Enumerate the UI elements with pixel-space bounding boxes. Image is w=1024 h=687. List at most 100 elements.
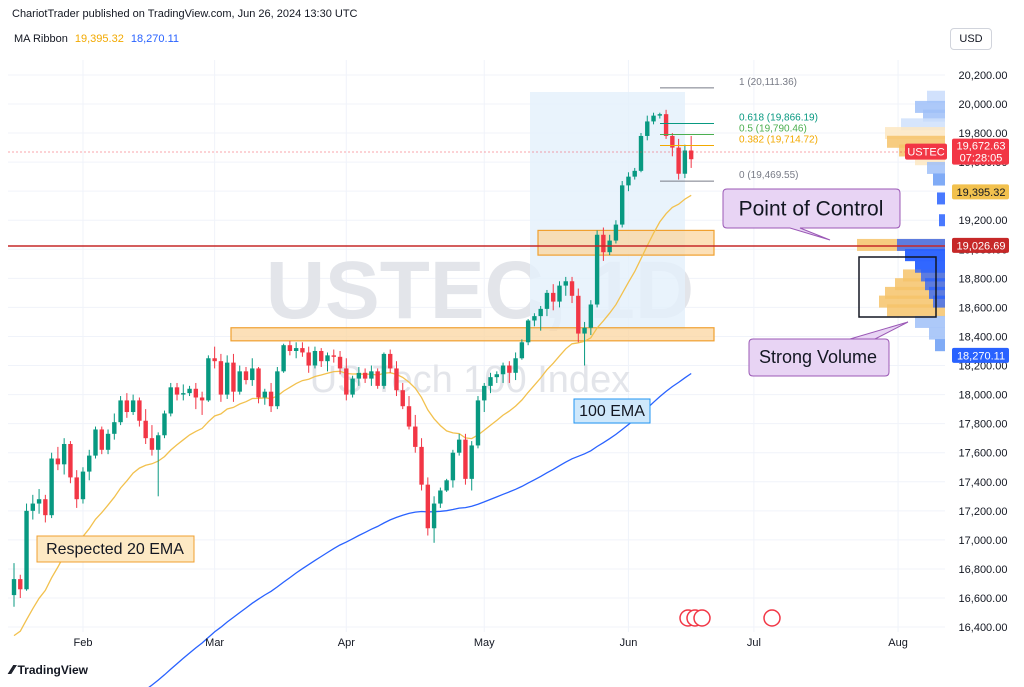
time-axis[interactable]: Feb Mar Apr May Jun Jul Aug [73,637,907,649]
volume-bar [887,304,945,317]
candle-body [651,115,656,122]
volume-bar [915,315,945,328]
brand-name: TradingView [17,662,88,677]
indicator-value-ma20: 19,395.32 [74,33,124,45]
volume-bar [937,192,945,205]
ema20-callout: Respected 20 EMA [36,535,195,563]
volume-bar [927,161,945,174]
event-icons[interactable] [679,609,781,627]
candle-body [237,371,242,392]
candle-body [588,304,594,328]
candle-body [43,499,48,516]
candle-body [55,458,61,465]
candle-body [645,121,650,136]
candle-body [256,368,261,398]
x-tick-label: May [474,637,495,649]
candle-body [61,443,67,465]
y-tick-label: 17,200.00 [959,506,1008,518]
candle-body [319,351,324,362]
candle-body [325,355,330,362]
candle-body [118,400,123,423]
y-tick-label: 20,200.00 [959,70,1008,82]
candle-body [500,365,506,375]
candle-body [30,503,36,511]
candle-body [688,150,694,160]
candle-body [450,452,456,481]
candle-body [626,176,631,186]
candle-body [105,433,111,450]
candle-body [262,391,267,398]
ma100-tag-text: 18,270.11 [957,350,1005,362]
upper-zone [537,229,715,256]
ma20-tag-box [952,184,1009,200]
candle-body [425,484,431,529]
candle-body [456,439,462,453]
candle-body [24,510,29,590]
fib-label: 0.5 (19,790.46) [739,123,807,134]
candle-body [293,348,299,351]
candle-body [362,372,368,379]
candle-body [563,281,568,286]
candle-body [419,446,424,485]
candle-body [300,348,305,353]
candle-body [482,385,487,401]
candle-body [569,281,575,296]
candle-body [49,458,54,516]
volume-bar [929,327,945,340]
us-flag-icon[interactable] [693,609,711,627]
ema100-label: 100 EMA [579,403,645,420]
footer-brand: ⁄⁄⁄ TradingView [10,662,88,677]
candle-body [469,445,474,479]
fib-label: 0.618 (19,866.19) [739,112,818,123]
candle-body [676,147,681,174]
strong-volume-box [858,256,937,318]
tradingview-logo-icon: ⁄⁄⁄ [10,662,14,677]
fib-highlight-area [530,92,685,330]
candle-body [682,150,688,174]
symbol-tag [905,143,947,160]
poc-callout-label: Point of Control [739,198,884,221]
x-tick-label: Jul [747,637,761,649]
candle-body [551,292,556,302]
candle-body [663,114,669,136]
fib-label: 1 (20,111.36) [739,77,797,88]
candle-body [243,371,249,381]
watermark-name: US Tech 100 Index [310,359,630,401]
candle-body [369,371,374,379]
indicator-legend[interactable]: MA Ribbon 19,395.32 18,270.11 [14,33,179,45]
candle-body [638,135,644,171]
currency-button[interactable]: USD [950,28,992,50]
candle-body [331,355,336,357]
volume-bar-blue [897,238,945,251]
candle-body [11,579,17,596]
candle-body [594,234,600,305]
candle-body [513,358,518,373]
candle-body [406,406,412,427]
y-tick-label: 20,000.00 [959,99,1008,111]
y-tick-label: 18,000.00 [959,390,1008,402]
y-tick-label: 17,800.00 [959,419,1008,431]
candle-body [162,413,167,436]
zones [230,229,715,342]
candle-body [124,400,130,413]
candle-body [187,388,192,394]
candle-body [388,353,393,369]
y-tick-label: 16,600.00 [959,593,1008,605]
moving-averages [13,194,692,687]
us-flag-icon[interactable] [763,609,781,627]
candle-body [18,579,23,590]
last-price-tag-box [952,138,1009,165]
candle-body [212,358,217,362]
y-tick-label: 17,400.00 [959,477,1008,489]
candle-body [507,365,512,373]
candle-body [181,393,186,395]
volume-profile [857,90,945,352]
candle-body [199,397,205,401]
candle-body [525,320,531,343]
candle-body [350,378,355,395]
y-tick-label: 17,600.00 [959,448,1008,460]
volume-bar-blue [933,295,945,308]
candle-body [538,308,543,317]
